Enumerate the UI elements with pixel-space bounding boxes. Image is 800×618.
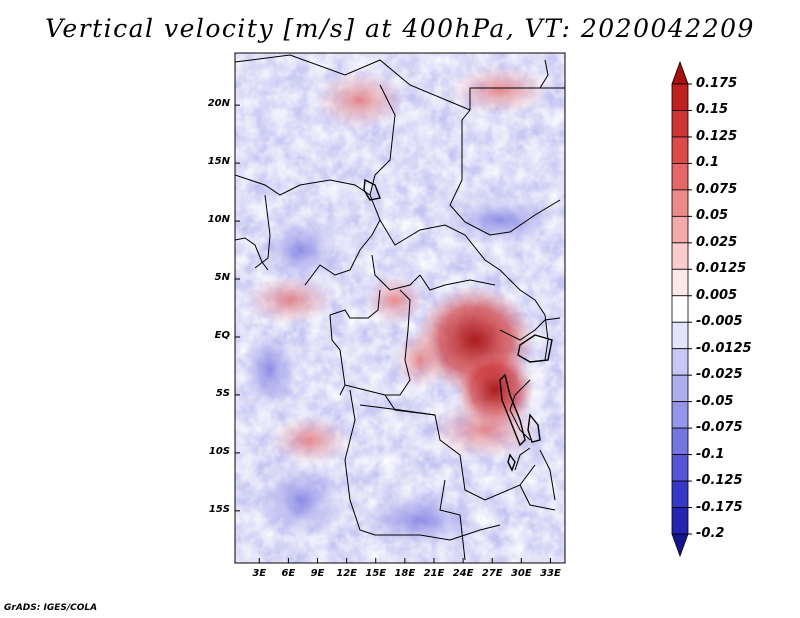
lon-label: 30E [510, 568, 532, 579]
country-borders [235, 54, 565, 561]
colorbar-segment [671, 268, 689, 297]
colorbar-segment [671, 215, 689, 244]
colorbar-label: -0.125 [696, 473, 743, 489]
grads-credit: GrADS: IGES/COLA [4, 603, 98, 613]
lakes [363, 178, 553, 472]
colorbar-top-arrow [671, 60, 689, 85]
lat-label: EQ [214, 329, 230, 341]
lat-label: 5N [214, 272, 230, 284]
colorbar [671, 60, 692, 558]
colorbar-label: -0.005 [696, 314, 743, 330]
lat-label: 10N [207, 214, 230, 226]
colorbar-label: 0.175 [696, 76, 738, 91]
colorbar-segment [671, 507, 689, 535]
lon-label: 18E [394, 568, 416, 579]
colorbar-label: -0.0125 [696, 340, 752, 356]
lon-label: 21E [423, 568, 445, 579]
colorbar-segment [671, 189, 689, 217]
colorbar-label: -0.175 [696, 499, 743, 515]
colorbar-segment [671, 374, 689, 403]
colorbar-label: -0.05 [696, 393, 734, 409]
colorbar-segment [671, 83, 689, 111]
latitude-ticks [235, 104, 240, 512]
lon-label: 3E [252, 568, 267, 579]
map-frame [234, 52, 566, 564]
velocity-field [235, 53, 565, 563]
colorbar-label: 0.005 [696, 287, 738, 303]
colorbar-label: 0.1 [696, 155, 720, 171]
colorbar-label: 0.15 [696, 102, 729, 118]
lon-label: 27E [481, 568, 503, 579]
colorbar-segment [671, 295, 689, 323]
lon-label: 6E [281, 568, 296, 579]
colorbar-bottom-arrow [671, 533, 689, 558]
lat-label: 15N [207, 156, 230, 168]
colorbar-label: -0.025 [696, 367, 743, 383]
colorbar-label: 0.0125 [696, 261, 747, 277]
colorbar-segment [671, 321, 689, 350]
lon-label: 9E [310, 568, 325, 579]
colorbar-segment [671, 110, 689, 138]
plot-title: Vertical velocity [m/s] at 400hPa, VT: 2… [45, 14, 755, 43]
lon-label: 24E [452, 568, 474, 579]
colorbar-segment [671, 480, 689, 508]
lat-label: 20N [207, 98, 230, 110]
colorbar-label: -0.2 [696, 526, 725, 541]
lat-label: 15S [208, 503, 230, 515]
colorbar-segment [671, 242, 689, 270]
longitude-ticks [258, 558, 551, 563]
colorbar-segment [671, 163, 689, 191]
colorbar-label: -0.075 [696, 420, 743, 436]
lon-label: 15E [365, 568, 387, 579]
colorbar-segment [671, 348, 689, 376]
colorbar-segment [671, 427, 689, 455]
lat-label: 5S [215, 387, 230, 399]
colorbar-label: 0.025 [696, 234, 738, 250]
lon-label: 12E [336, 568, 357, 579]
colorbar-label: -0.1 [696, 446, 725, 462]
lat-label: 10S [208, 445, 230, 457]
colorbar-label: 0.05 [696, 208, 729, 224]
colorbar-segment [671, 454, 689, 482]
colorbar-label: 0.125 [696, 128, 738, 144]
colorbar-segment [671, 401, 689, 429]
colorbar-segment [671, 136, 689, 164]
colorbar-label: 0.075 [696, 181, 738, 197]
lon-label: 33E [540, 568, 561, 579]
